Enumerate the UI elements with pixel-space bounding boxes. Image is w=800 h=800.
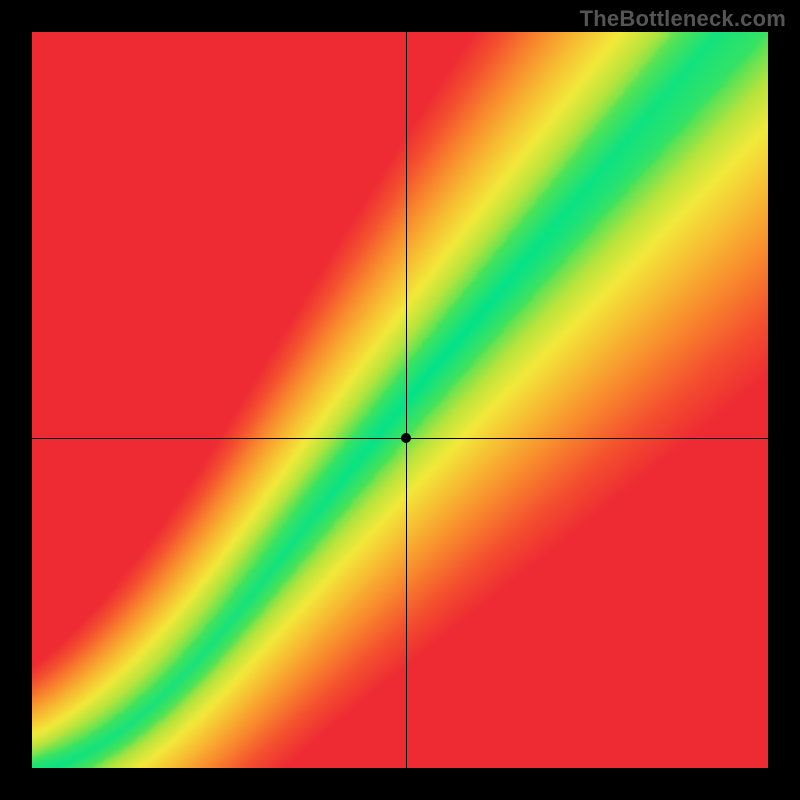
crosshair-vertical (406, 32, 407, 768)
crosshair-horizontal (32, 438, 768, 439)
heatmap-canvas (32, 32, 768, 768)
plot-area (32, 32, 768, 768)
watermark-label: TheBottleneck.com (580, 6, 786, 32)
chart-container: TheBottleneck.com (0, 0, 800, 800)
